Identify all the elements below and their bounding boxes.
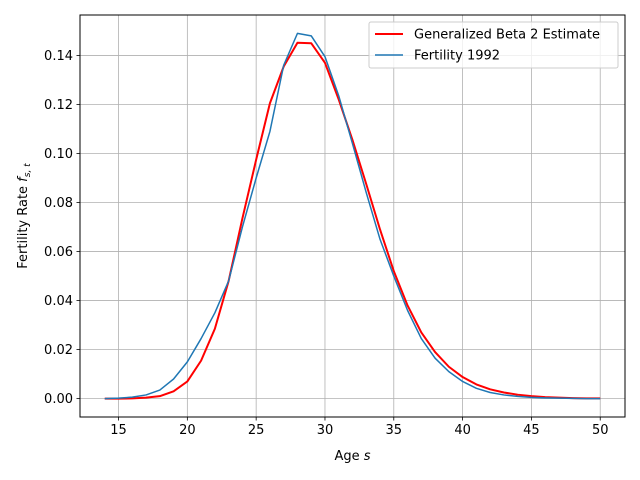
legend-label-fertility: Fertility 1992 <box>414 49 500 64</box>
legend-box <box>368 21 619 69</box>
plot-frame <box>79 14 626 418</box>
x-tick-label: 20 <box>179 423 196 438</box>
legend-label-beta2: Generalized Beta 2 Estimate <box>414 28 600 43</box>
x-axis-label-text: Age <box>334 449 363 464</box>
series-line-fertility-1992 <box>104 32 601 400</box>
y-tick-label: 0.08 <box>44 196 73 211</box>
x-tick-label: 15 <box>110 423 127 438</box>
x-tick-label: 25 <box>248 423 265 438</box>
y-axis-label-subscript: s, t <box>23 163 33 177</box>
x-tick-label: 45 <box>523 423 540 438</box>
x-tick-label: 40 <box>454 423 471 438</box>
y-tick-label: 0.04 <box>44 294 73 309</box>
x-axis-label: Age s <box>334 449 370 464</box>
x-tick-label: 35 <box>386 423 403 438</box>
y-axis-label-text: Fertility Rate <box>16 182 31 269</box>
x-tick-label: 50 <box>592 423 609 438</box>
x-tick-label: 30 <box>317 423 334 438</box>
y-tick-label: 0.02 <box>44 343 73 358</box>
series-line-beta2-estimate <box>104 41 601 400</box>
legend: Generalized Beta 2 Estimate Fertility 19… <box>368 21 619 69</box>
y-tick-label: 0.00 <box>44 392 73 407</box>
series-lines <box>104 32 601 400</box>
y-tick-label: 0.14 <box>44 49 73 64</box>
axis-ticks: 15 20 25 30 35 40 45 50 0.00 0.02 0.04 0.06 0.08 0.10… <box>44 49 608 438</box>
y-tick-label: 0.12 <box>44 98 73 113</box>
y-tick-label: 0.06 <box>44 245 73 260</box>
y-axis-label-var: f <box>16 175 31 182</box>
y-axis-label: Fertility Rate fs, t <box>16 163 33 269</box>
x-axis-label-var: s <box>364 449 371 464</box>
y-tick-label: 0.10 <box>44 147 73 162</box>
grid-lines <box>80 15 625 417</box>
